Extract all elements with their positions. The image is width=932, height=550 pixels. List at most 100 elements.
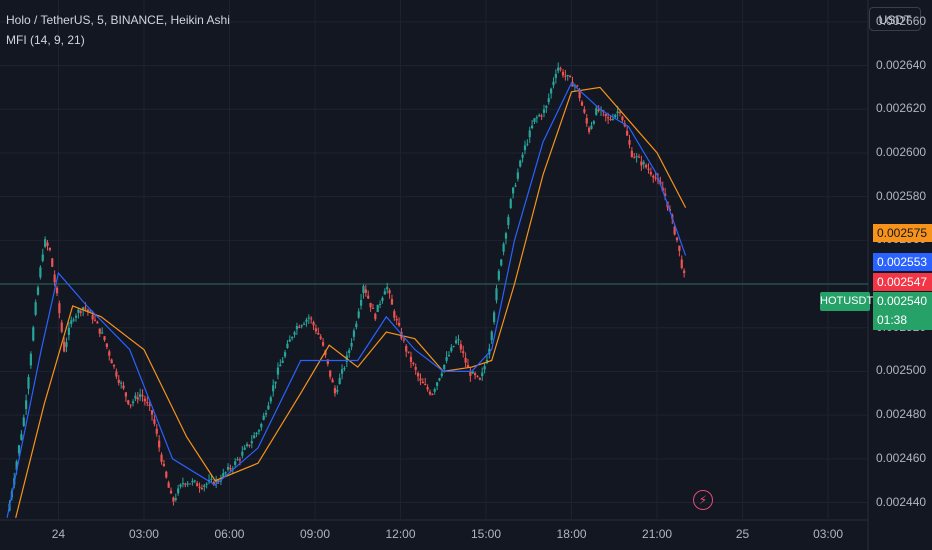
candle-body: [395, 319, 398, 321]
candle-body: [585, 118, 588, 124]
candle-body: [614, 114, 617, 118]
candle-body: [340, 369, 344, 374]
candle-body: [454, 340, 458, 344]
candle-body: [502, 243, 505, 252]
candle-body: [272, 385, 275, 392]
candle-body: [27, 377, 30, 389]
candle-body: [267, 405, 270, 410]
candle-body: [326, 359, 329, 365]
candle-body: [542, 109, 546, 113]
price-tick-label: 0.002640: [876, 57, 927, 72]
candle-body: [276, 367, 280, 375]
candle-body: [407, 351, 410, 353]
candle-body: [504, 233, 508, 239]
candle-body: [115, 371, 118, 377]
candle-body: [500, 259, 503, 266]
candle-body: [226, 466, 230, 470]
currency-button[interactable]: USDT: [869, 7, 921, 31]
candle-body: [264, 413, 268, 415]
candle-body: [238, 459, 242, 461]
price-tick-label: 0.002500: [876, 363, 927, 378]
candle-body: [483, 366, 486, 370]
candle-body: [255, 432, 258, 435]
candle-body: [533, 118, 536, 122]
lightning-icon[interactable]: ⚡︎: [693, 490, 713, 510]
time-tick-label: 03:00: [813, 527, 844, 541]
candle-body: [86, 309, 89, 311]
candle-body: [79, 311, 82, 313]
fast-ma-line: [6, 82, 687, 518]
slow-ma-line: [15, 86, 687, 518]
indicator-label[interactable]: MFI (14, 9, 21): [6, 33, 85, 47]
time-tick-label: 09:00: [299, 527, 330, 541]
candle-body: [390, 298, 394, 305]
current-price: 0.002540: [877, 294, 928, 308]
candle-body: [637, 156, 641, 158]
candle-body: [234, 461, 237, 465]
candle-body: [295, 326, 299, 330]
candle-body: [196, 483, 199, 487]
candle-body: [378, 303, 382, 305]
candle-body: [576, 85, 579, 87]
candle-body: [205, 483, 208, 485]
candle-body: [89, 310, 92, 312]
candle-body: [150, 410, 154, 415]
candle-body: [46, 242, 49, 246]
candle-body: [333, 387, 337, 394]
candle-body: [495, 288, 498, 301]
candle-body: [101, 332, 104, 334]
slow-ma-price-badge: 0.002575: [873, 224, 932, 242]
time-tick-label: 25: [735, 527, 750, 541]
candle-body: [383, 291, 386, 295]
candle-body: [628, 140, 631, 145]
candle-body: [44, 239, 47, 247]
candle-body: [609, 118, 612, 120]
candle-body: [229, 468, 232, 470]
candle-body: [680, 259, 683, 269]
candle-body: [98, 328, 101, 334]
candle-body: [566, 74, 569, 76]
candle-body: [55, 287, 59, 294]
candle-body: [405, 345, 408, 352]
candle-body: [371, 307, 375, 309]
candle-body: [388, 290, 391, 294]
candle-body: [51, 258, 54, 267]
candle-body: [578, 91, 581, 99]
candle-body: [621, 116, 624, 121]
candle-body: [186, 483, 189, 485]
candle-body: [635, 156, 638, 158]
candle-body: [17, 445, 21, 454]
candle-body: [269, 397, 272, 402]
candle-body: [22, 417, 25, 426]
candle-body: [478, 378, 481, 380]
candle-body: [302, 323, 306, 325]
candle-body: [67, 327, 70, 336]
candle-body: [376, 304, 379, 312]
candle-body: [34, 302, 37, 315]
candle-body: [424, 383, 427, 385]
candle-body: [84, 307, 87, 309]
candle-body: [531, 125, 534, 129]
candle-body: [675, 237, 679, 241]
candle-body: [521, 154, 524, 158]
candle-body: [53, 274, 56, 283]
price-tick-label: 0.002580: [876, 188, 927, 203]
candle-body: [48, 248, 51, 251]
candle-body: [611, 119, 614, 121]
candle-body: [640, 161, 643, 166]
candle-body: [222, 473, 225, 477]
candle-body: [188, 483, 192, 485]
candle-body: [82, 307, 85, 311]
candle-body: [440, 373, 443, 376]
candle-body: [77, 309, 80, 313]
candle-body: [174, 498, 177, 500]
candle-body: [314, 328, 318, 332]
candle-body: [36, 287, 40, 295]
candle-body: [426, 387, 429, 390]
candle-body: [649, 172, 652, 175]
candle-body: [386, 287, 389, 290]
candle-body: [435, 382, 439, 386]
candle-body: [169, 490, 173, 494]
